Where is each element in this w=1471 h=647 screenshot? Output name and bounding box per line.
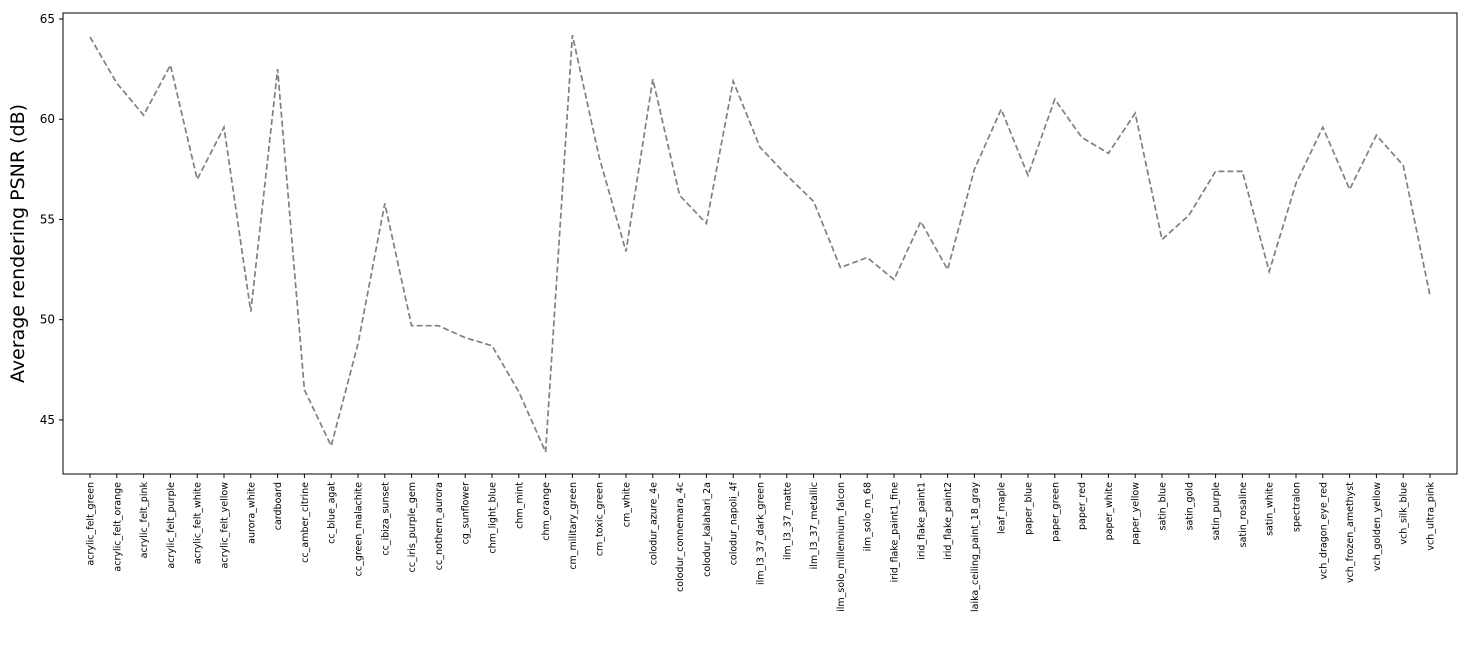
- x-tick-label: vch_frozen_amethyst: [1345, 482, 1356, 583]
- y-tick-label: 60: [40, 112, 55, 126]
- y-tick-label: 50: [40, 313, 55, 327]
- x-tick-label: cc_iris_purple_gem: [407, 482, 418, 572]
- x-tick-label: acrylic_felt_purple: [166, 482, 177, 569]
- plot-area: [62, 12, 1458, 475]
- x-tick-label: ilm_solo_millennium_falcon: [836, 482, 847, 612]
- x-tick-label: satin_rosaline: [1238, 482, 1249, 547]
- x-tick-label: irid_flake_paint1_fine: [890, 482, 901, 583]
- x-tick-label: colodur_azure_4e: [648, 482, 659, 565]
- x-tick-label: ilm_l3_37_matte: [782, 482, 793, 560]
- x-tick-label: paper_white: [1104, 482, 1115, 541]
- x-tick-label: acrylic_felt_green: [86, 482, 97, 566]
- x-tick-label: cc_amber_citrine: [300, 482, 311, 563]
- y-axis: 45 50 55 60 65: [40, 12, 63, 427]
- x-tick-label: cg_sunflower: [461, 482, 472, 544]
- x-tick-label: colodur_kalahari_2a: [702, 482, 713, 577]
- y-tick-label: 55: [40, 212, 55, 226]
- x-tick-label: vch_silk_blue: [1399, 482, 1410, 545]
- x-tick-label: ilm_solo_m_68: [863, 482, 874, 551]
- y-tick-label: 45: [40, 413, 55, 427]
- x-tick-label: cm_white: [622, 482, 633, 527]
- x-tick-label: cc_blue_agat: [327, 482, 338, 544]
- x-tick-label: chm_light_blue: [488, 482, 499, 554]
- x-tick-label: paper_green: [1050, 482, 1061, 542]
- y-tick-label: 65: [40, 12, 55, 26]
- x-tick-label: acrylic_felt_pink: [139, 482, 150, 559]
- series-line: [89, 34, 1431, 453]
- x-tick-label: ilm_l3_37_metallic: [809, 482, 820, 569]
- x-tick-label: paper_yellow: [1131, 482, 1142, 545]
- x-tick-label: cc_nothern_aurora: [434, 482, 445, 570]
- x-tick-label: acrylic_felt_orange: [112, 482, 123, 572]
- x-tick-label: paper_blue: [1024, 482, 1035, 535]
- y-axis-label: Average rendering PSNR (dB): [7, 104, 29, 383]
- x-tick-label: vch_golden_yellow: [1372, 482, 1383, 571]
- x-tick-label: cardboard: [273, 482, 284, 530]
- x-tick-label: satin_gold: [1184, 482, 1195, 530]
- x-tick-label: ilm_l3_37_dark_green: [756, 482, 767, 585]
- x-tick-label: acrylic_felt_white: [193, 482, 204, 564]
- x-tick-label: colodur_napoli_4f: [729, 481, 740, 565]
- x-axis: acrylic_felt_green acrylic_felt_orange acr…: [86, 474, 1437, 612]
- x-tick-label: cc_ibiza_sunset: [380, 482, 391, 556]
- x-tick-label: colodur_connemara_4c: [675, 482, 686, 592]
- x-tick-label: chm_orange: [541, 482, 552, 541]
- x-tick-label: acrylic_felt_yellow: [220, 482, 231, 569]
- x-tick-label: irid_flake_paint2: [943, 482, 954, 560]
- x-tick-label: irid_flake_paint1: [916, 482, 927, 560]
- x-tick-label: vch_ultra_pink: [1426, 482, 1437, 551]
- x-tick-label: leaf_maple: [997, 482, 1008, 534]
- x-tick-label: paper_red: [1077, 482, 1088, 530]
- x-tick-label: laika_ceiling_paint_18_gray: [970, 482, 981, 612]
- x-tick-label: spectralon: [1292, 482, 1303, 532]
- x-tick-label: chm_mint: [514, 482, 525, 529]
- x-tick-label: vch_dragon_eye_red: [1318, 482, 1329, 580]
- x-tick-label: cm_military_green: [568, 482, 579, 570]
- x-tick-label: satin_purple: [1211, 482, 1222, 541]
- x-tick-label: cc_green_malachite: [354, 482, 365, 577]
- x-tick-label: satin_blue: [1158, 482, 1169, 531]
- x-tick-label: satin_white: [1265, 482, 1276, 536]
- x-tick-label: cm_toxic_green: [595, 482, 606, 556]
- x-tick-label: aurora_white: [246, 482, 257, 544]
